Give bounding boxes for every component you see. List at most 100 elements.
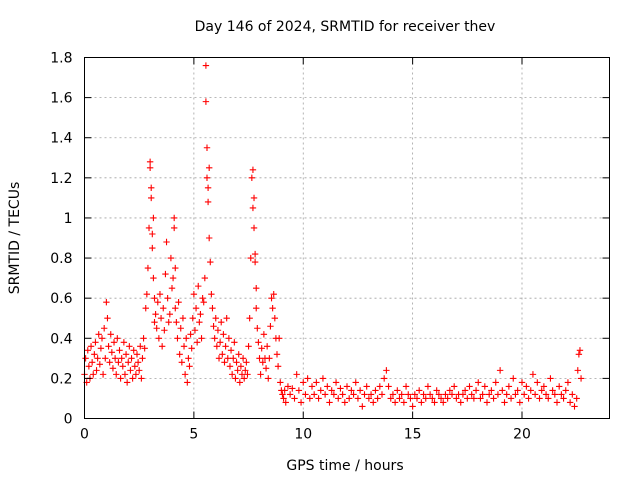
data-point bbox=[128, 355, 135, 362]
data-point bbox=[192, 304, 200, 312]
data-point bbox=[510, 375, 517, 382]
x-axis-title: GPS time / hours bbox=[286, 458, 403, 474]
data-point bbox=[464, 395, 471, 402]
data-point bbox=[99, 371, 107, 378]
data-point bbox=[282, 399, 289, 406]
data-point bbox=[422, 395, 429, 402]
data-point bbox=[440, 399, 447, 406]
data-point bbox=[499, 387, 506, 394]
data-point bbox=[348, 387, 355, 394]
data-point bbox=[297, 399, 305, 406]
data-point bbox=[560, 395, 567, 402]
data-point bbox=[111, 355, 119, 362]
data-point bbox=[485, 391, 493, 398]
data-point bbox=[96, 361, 104, 368]
data-point bbox=[218, 319, 225, 326]
data-point bbox=[115, 359, 122, 366]
data-point bbox=[201, 274, 209, 282]
data-point bbox=[205, 164, 213, 172]
data-point bbox=[363, 383, 370, 390]
data-point bbox=[161, 327, 168, 334]
data-point bbox=[380, 375, 388, 382]
data-point bbox=[122, 351, 130, 358]
data-point bbox=[103, 298, 110, 306]
data-point bbox=[189, 315, 196, 322]
data-point bbox=[84, 347, 91, 354]
data-point bbox=[146, 158, 154, 165]
data-point bbox=[220, 331, 227, 338]
data-point bbox=[143, 290, 151, 298]
data-point bbox=[132, 371, 140, 378]
data-point bbox=[339, 391, 346, 398]
data-point bbox=[492, 379, 499, 386]
data-point bbox=[104, 315, 111, 322]
data-point bbox=[273, 351, 281, 358]
data-point bbox=[549, 387, 556, 394]
data-point bbox=[174, 335, 181, 342]
data-point bbox=[291, 395, 298, 402]
data-point bbox=[350, 391, 357, 398]
data-point bbox=[354, 395, 362, 402]
data-point bbox=[105, 343, 112, 350]
x-tick-label: 20 bbox=[513, 427, 531, 443]
data-point bbox=[148, 184, 155, 192]
data-point bbox=[139, 355, 146, 362]
data-point bbox=[118, 355, 125, 362]
data-point bbox=[359, 403, 366, 410]
data-point bbox=[341, 399, 349, 406]
data-point bbox=[274, 363, 282, 370]
data-point bbox=[448, 391, 456, 398]
data-point bbox=[555, 383, 563, 390]
y-tick-label: 1.4 bbox=[50, 131, 72, 147]
data-point bbox=[117, 375, 124, 382]
data-point bbox=[250, 194, 258, 202]
data-point bbox=[376, 383, 384, 390]
data-point bbox=[479, 391, 486, 398]
data-point bbox=[198, 335, 205, 342]
data-point bbox=[300, 379, 307, 386]
data-point bbox=[150, 214, 157, 222]
data-point bbox=[437, 395, 445, 402]
data-point bbox=[195, 282, 202, 290]
data-point bbox=[308, 383, 316, 390]
data-point bbox=[144, 264, 152, 272]
data-point bbox=[180, 343, 188, 350]
data-point bbox=[133, 351, 141, 358]
data-point bbox=[146, 164, 154, 172]
y-tick-label: 1 bbox=[64, 211, 73, 227]
data-point bbox=[138, 375, 145, 382]
data-point bbox=[319, 375, 327, 382]
data-point bbox=[152, 311, 159, 318]
data-point bbox=[468, 391, 475, 398]
data-point bbox=[181, 371, 189, 378]
data-point bbox=[459, 391, 467, 398]
y-tick-labels: 0 0.2 0.4 0.6 0.8 1 1.2 1.4 1.6 1.8 bbox=[50, 51, 72, 428]
data-point bbox=[324, 383, 331, 390]
data-point bbox=[130, 347, 137, 354]
data-point bbox=[142, 304, 149, 312]
data-point bbox=[577, 375, 585, 382]
data-point bbox=[196, 319, 203, 326]
data-point bbox=[321, 391, 329, 398]
data-point bbox=[239, 355, 247, 362]
data-point bbox=[402, 383, 410, 390]
data-point bbox=[547, 375, 554, 382]
data-point bbox=[281, 387, 288, 394]
data-point bbox=[231, 339, 238, 346]
data-point bbox=[545, 395, 552, 402]
data-point bbox=[237, 363, 245, 370]
data-point bbox=[343, 383, 351, 390]
data-point bbox=[191, 327, 199, 334]
data-point bbox=[444, 395, 451, 402]
data-point bbox=[167, 254, 175, 262]
chart-title: Day 146 of 2024, SRMTID for receiver the… bbox=[195, 19, 496, 35]
data-point bbox=[151, 294, 158, 302]
data-point bbox=[284, 383, 292, 390]
data-point bbox=[211, 335, 218, 342]
data-point bbox=[385, 383, 392, 390]
data-point bbox=[269, 304, 276, 312]
data-point bbox=[168, 284, 176, 292]
data-point bbox=[295, 387, 303, 394]
data-points bbox=[81, 62, 585, 410]
data-point bbox=[202, 62, 210, 69]
